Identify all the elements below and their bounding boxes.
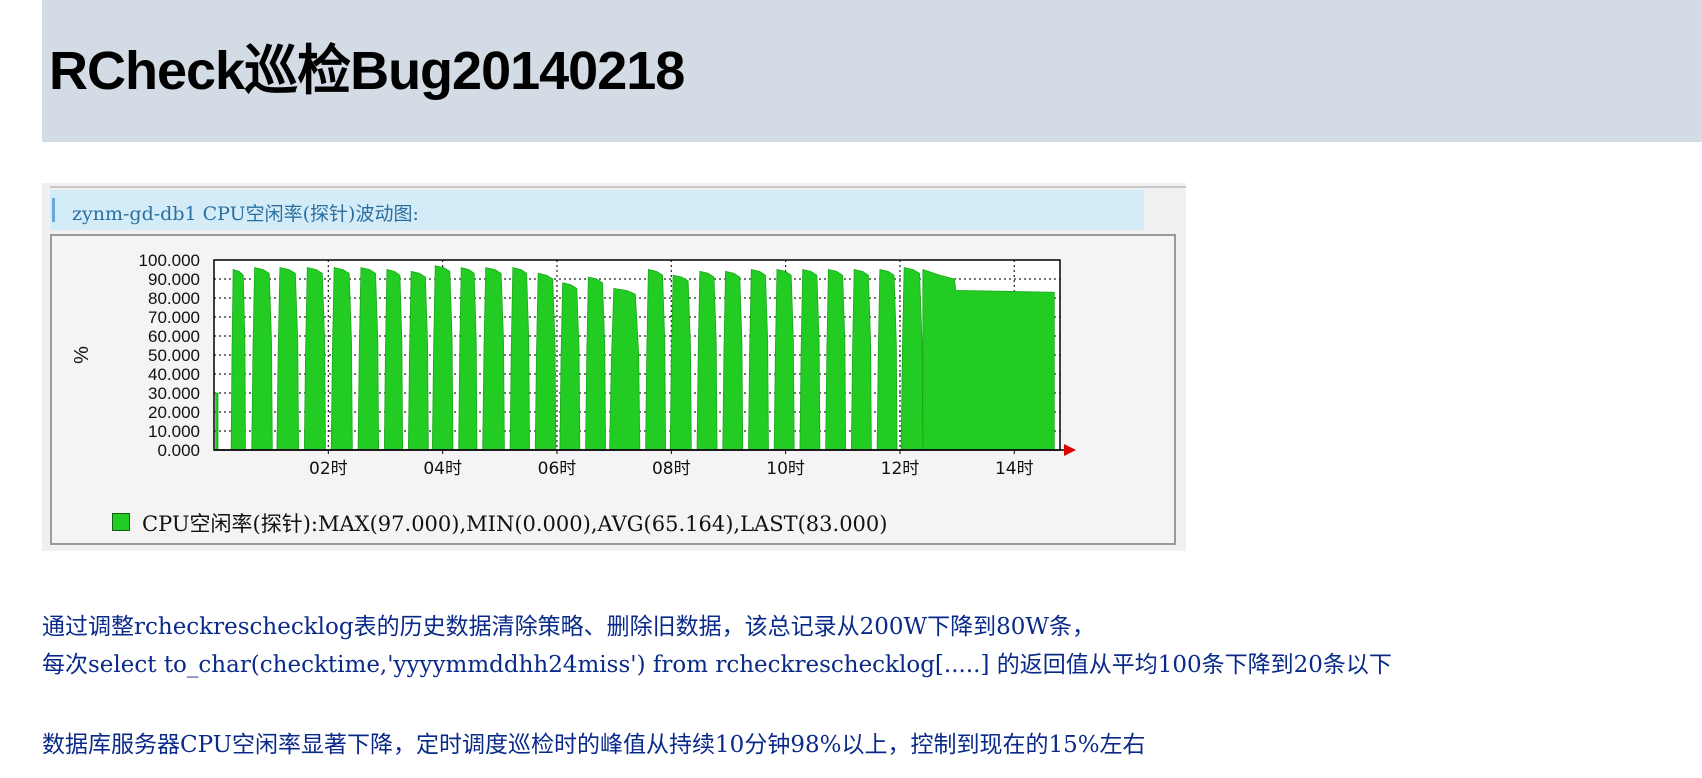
y-tick-label: 100.000 (139, 251, 200, 270)
y-axis-label: % (71, 346, 93, 364)
legend-label: CPU空闲率(探针):MAX(97.000),MIN(0.000),AVG(65… (142, 512, 888, 536)
x-tick-label: 08时 (652, 459, 691, 479)
y-tick-label: 10.000 (148, 422, 200, 441)
cpu-idle-chart: 0.00010.00020.00030.00040.00050.00060.00… (71, 251, 1076, 479)
y-tick-label: 90.000 (148, 270, 200, 289)
y-tick-label: 40.000 (148, 365, 200, 384)
panel-top-divider (50, 186, 1186, 188)
x-axis-arrow (1064, 444, 1076, 456)
chart-frame: 0.000 10.000 20.000 30.000 40.000 50.000 60.00… (50, 234, 1176, 545)
x-tick-label: 04时 (423, 459, 462, 479)
x-tick-label: 10时 (766, 459, 805, 479)
y-tick-label: 30.000 (148, 384, 200, 403)
y-tick-label: 60.000 (148, 327, 200, 346)
paragraph-1: 通过调整rcheckreschecklog表的历史数据清除策略、删除旧数据，该总… (42, 614, 1096, 640)
y-tick-label: 0.000 (157, 441, 200, 460)
page-title: RCheck巡检Bug20140218 (49, 41, 685, 101)
y-tick-label: 80.000 (148, 289, 200, 308)
paragraph-3: 数据库服务器CPU空闲率显著下降，定时调度巡检时的峰值从持续10分钟98%以上，… (42, 732, 1146, 758)
y-tick-label: 20.000 (148, 403, 200, 422)
cpu-chart-panel: zynm-gd-db1 CPU空闲率(探针)波动图: 0.000 10.000 20… (42, 183, 1186, 551)
x-tick-label: 06时 (538, 459, 577, 479)
x-tick-label: 14时 (995, 459, 1034, 479)
page-header: RCheck巡检Bug20140218 (42, 0, 1702, 142)
y-tick-label: 70.000 (148, 308, 200, 327)
legend-swatch (112, 513, 130, 531)
y-tick-label: 50.000 (148, 346, 200, 365)
paragraph-2: 每次select to_char(checktime,'yyyymmddhh24… (42, 652, 1392, 678)
panel-title: zynm-gd-db1 CPU空闲率(探针)波动图: (72, 203, 419, 225)
cpu-idle-series-area (214, 265, 1055, 451)
title-accent-bar (52, 198, 55, 222)
x-tick-label: 12时 (881, 459, 920, 479)
panel-title-bar: zynm-gd-db1 CPU空闲率(探针)波动图: (50, 190, 1144, 230)
x-tick-label: 02时 (309, 459, 348, 479)
